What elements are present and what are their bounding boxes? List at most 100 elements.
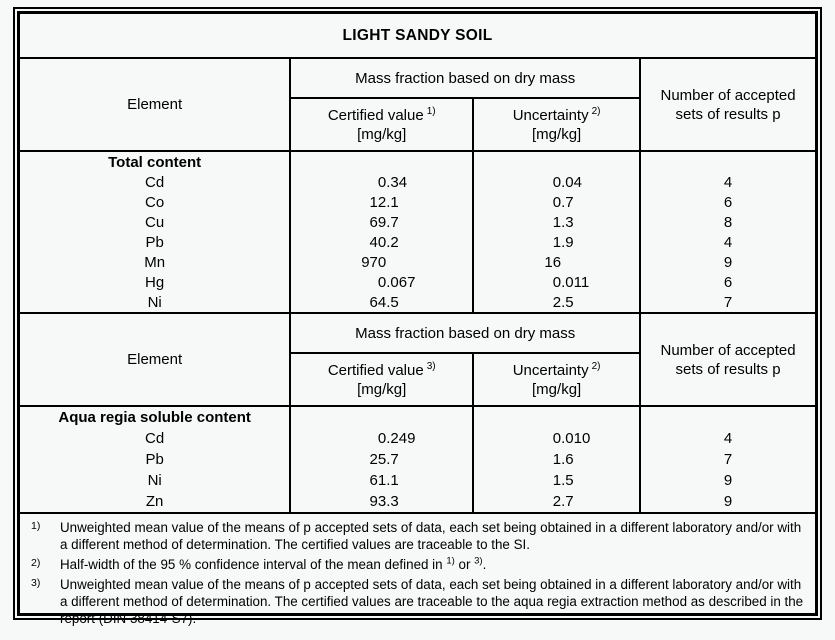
header-mass-fraction-1: Mass fraction based on dry mass <box>290 58 642 99</box>
certified-value-cell: 0.34 <box>289 172 474 192</box>
certified-values-table: LIGHT SANDY SOIL Element Mass fraction b… <box>20 14 815 634</box>
element-cell: Co <box>145 193 165 211</box>
certified-value-cell: 64.5 <box>289 292 474 313</box>
table-row: Cd 0.34 0.04 4 <box>20 172 815 192</box>
accepted-sets-cell: 4 <box>639 428 815 449</box>
footnote-ref-2-icon: 2) <box>591 105 601 117</box>
empty-cell <box>289 151 474 172</box>
uncertainty-cell: 1.3 <box>472 212 641 232</box>
certified-value-cell: 40.2 <box>289 232 474 252</box>
table-row: Pb 40.2 1.9 4 <box>20 232 815 252</box>
element-cell: Ni <box>147 472 162 489</box>
element-cell: Cu <box>145 213 165 231</box>
empty-cell <box>472 406 641 428</box>
uncertainty-cell: 0.7 <box>472 192 641 212</box>
table-row: Co 12.1 0.7 6 <box>20 192 815 212</box>
header-row-2b: Certified value 3) [mg/kg] Uncertainty 2) … <box>20 353 815 407</box>
certified-value-cell: 69.7 <box>289 212 474 232</box>
group-label-row: Total content <box>20 151 815 172</box>
element-cell: Cd <box>145 173 165 191</box>
footnote-marker: 2) <box>31 557 41 569</box>
table-row: Hg 0.067 0.011 6 <box>20 272 815 292</box>
uncertainty-cell: 0.011 <box>472 272 641 292</box>
certified-value-cell: 61.1 <box>289 470 474 491</box>
table-row: Cd 0.249 0.010 4 <box>20 428 815 449</box>
uncertainty-label: Uncertainty 2) <box>512 360 601 379</box>
element-cell: Pb <box>145 451 164 468</box>
accepted-sets-cell: 6 <box>639 272 815 292</box>
element-cell: Cd <box>145 430 165 447</box>
header-row-1a: Element Mass fraction based on dry mass … <box>20 58 815 152</box>
header-element-2: Element <box>20 312 292 407</box>
certified-value-cell: 0.067 <box>289 272 474 292</box>
header-uncertainty-2: Uncertainty 2) [mg/kg] <box>472 353 642 407</box>
footnote-text: Unweighted mean value of the means of p … <box>60 577 804 626</box>
table-row: Ni 61.1 1.5 9 <box>20 470 815 491</box>
header-accepted-sets-1: Number of accepted sets of results p <box>640 58 815 152</box>
element-cell: Zn <box>145 493 164 510</box>
header-certified-value-1: Certified value 1) [mg/kg] <box>289 98 475 152</box>
certified-value-unit: [mg/kg] <box>357 125 407 143</box>
footnote-marker: 1) <box>31 520 41 532</box>
header-row-2a: Element Mass fraction based on dry mass … <box>20 312 815 407</box>
empty-cell <box>639 151 815 172</box>
accepted-sets-cell: 4 <box>639 232 815 252</box>
certified-value-cell: 0.249 <box>289 428 474 449</box>
header-accepted-sets-2: Number of accepted sets of results p <box>640 312 815 407</box>
empty-cell <box>289 406 474 428</box>
accepted-sets-cell: 8 <box>639 212 815 232</box>
header-row-1b: Certified value 1) [mg/kg] Uncertainty 2) … <box>20 98 815 152</box>
certified-value-cell: 25.7 <box>289 449 474 470</box>
table-row: Ni 64.5 2.5 7 <box>20 292 815 313</box>
footnote-ref-3-icon: 3) <box>426 360 436 372</box>
uncertainty-cell: 1.9 <box>472 232 641 252</box>
table-row: Zn 93.3 2.7 9 <box>20 491 815 513</box>
table-row: Mn 970 16 9 <box>20 252 815 272</box>
table-outer-frame: LIGHT SANDY SOIL Element Mass fraction b… <box>13 7 822 634</box>
accepted-sets-cell: 6 <box>639 192 815 212</box>
footnote-text: Half-width of the 95 % confidence interv… <box>60 555 487 572</box>
uncertainty-cell: 16 <box>472 252 641 272</box>
uncertainty-label: Uncertainty 2) <box>512 105 601 124</box>
certified-value-label: Certified value 3) <box>327 360 436 379</box>
footnote-3: 3) Unweighted mean value of the means of… <box>24 576 807 627</box>
footnote-text: Unweighted mean value of the means of p … <box>60 520 802 552</box>
footnote-ref-1-icon: 1) <box>426 105 436 117</box>
accepted-sets-cell: 4 <box>639 172 815 192</box>
page-title: LIGHT SANDY SOIL <box>20 14 815 59</box>
group-label-total-content: Total content <box>108 153 202 171</box>
footnote-ref-2-icon: 2) <box>591 360 601 372</box>
header-element-1: Element <box>20 58 292 152</box>
certified-value-cell: 970 <box>289 252 474 272</box>
accepted-sets-cell: 7 <box>639 449 815 470</box>
table-row: Pb 25.7 1.6 7 <box>20 449 815 470</box>
accepted-sets-cell: 9 <box>639 252 815 272</box>
certified-value-cell: 12.1 <box>289 192 474 212</box>
group-label-aqua-regia: Aqua regia soluble content <box>58 409 251 426</box>
certified-value-label: Certified value 1) <box>327 105 436 124</box>
group-label-row: Aqua regia soluble content <box>20 406 815 428</box>
table-inner-frame: LIGHT SANDY SOIL Element Mass fraction b… <box>17 11 818 634</box>
certified-value-cell: 93.3 <box>289 491 474 513</box>
title-row: LIGHT SANDY SOIL <box>20 14 815 59</box>
footnote-2: 2) Half-width of the 95 % confidence int… <box>24 556 807 573</box>
header-uncertainty-1: Uncertainty 2) [mg/kg] <box>472 98 642 152</box>
footnote-1: 1) Unweighted mean value of the means of… <box>24 519 807 553</box>
uncertainty-cell: 1.6 <box>472 449 641 470</box>
uncertainty-cell: 0.010 <box>472 428 641 449</box>
uncertainty-cell: 2.5 <box>472 292 641 313</box>
accepted-sets-cell: 9 <box>639 470 815 491</box>
element-cell: Ni <box>147 293 162 311</box>
uncertainty-cell: 2.7 <box>472 491 641 513</box>
footnotes-row: 1) Unweighted mean value of the means of… <box>20 512 815 634</box>
footnote-marker: 3) <box>31 577 41 589</box>
element-cell: Hg <box>145 273 165 291</box>
accepted-sets-cell: 9 <box>639 491 815 513</box>
footnotes-section: 1) Unweighted mean value of the means of… <box>20 512 815 634</box>
footnote-ref-1-icon: 1) <box>446 555 455 567</box>
uncertainty-cell: 0.04 <box>472 172 641 192</box>
header-mass-fraction-2: Mass fraction based on dry mass <box>290 312 642 354</box>
accepted-sets-cell: 7 <box>639 292 815 313</box>
empty-cell <box>639 406 815 428</box>
